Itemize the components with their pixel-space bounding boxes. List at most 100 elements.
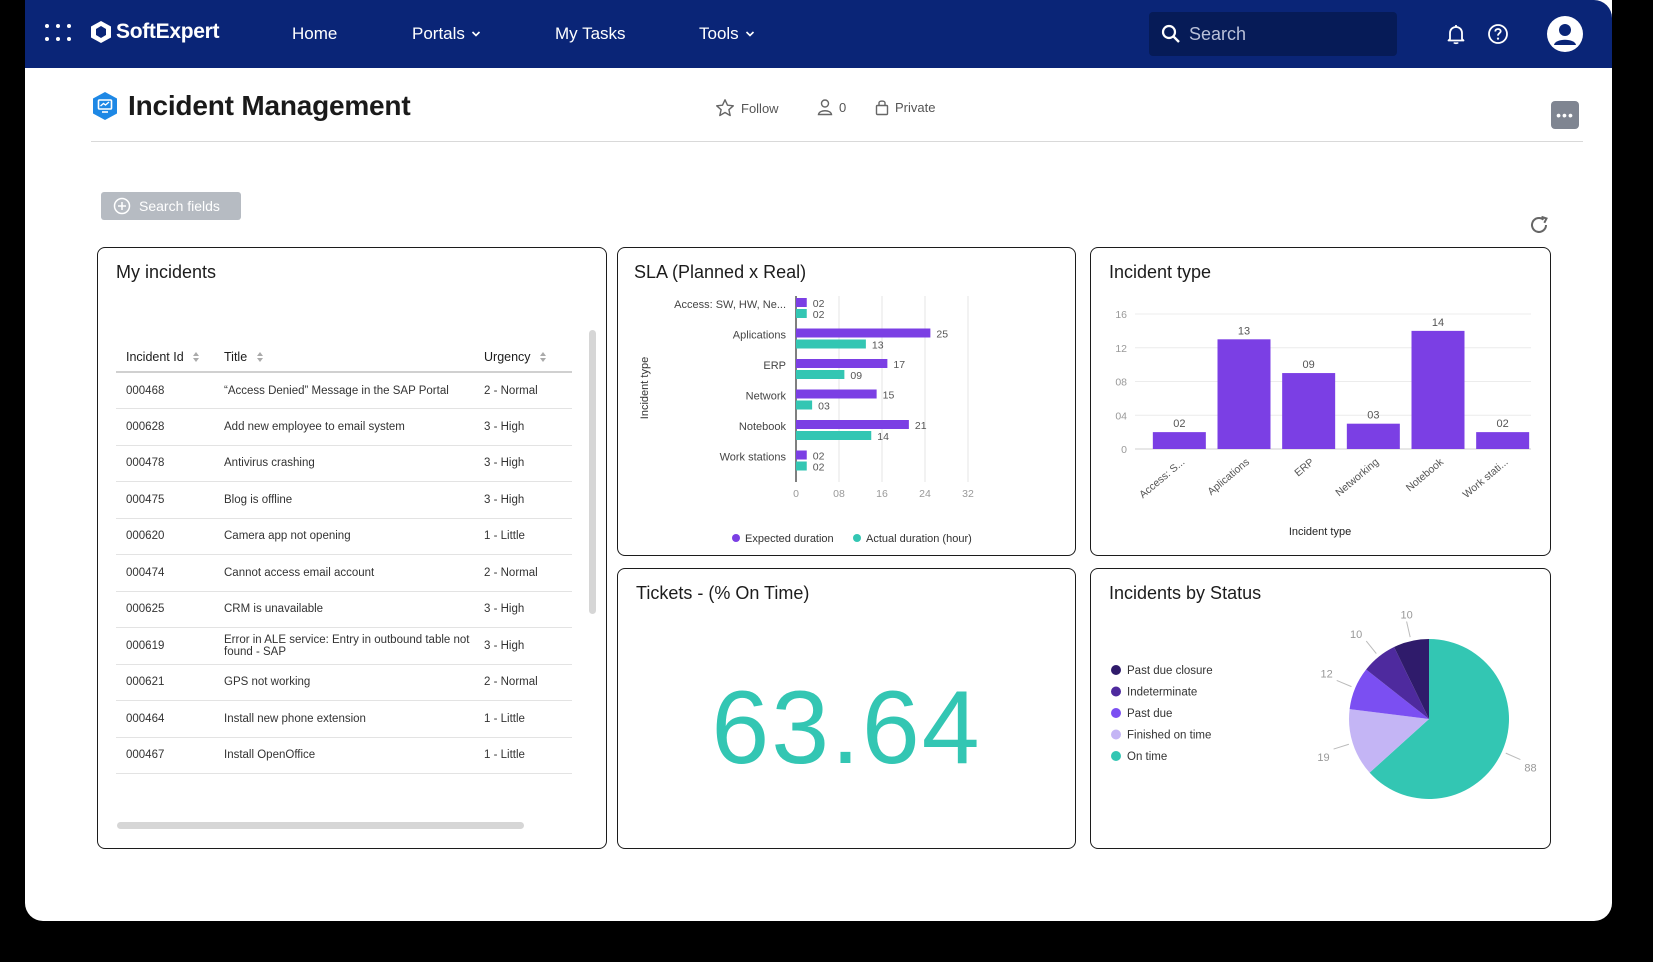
bar-actual [796,461,807,471]
bar-expected [796,298,807,307]
y-axis-title: Incident type [639,357,651,419]
column-header-urgency[interactable]: Urgency [484,342,572,373]
urgency-cell: 3 - High [484,408,572,446]
table-row[interactable]: 000478 Antivirus crashing 3 - High [116,445,572,482]
table-row[interactable]: 000467 Install OpenOffice 1 - Little [116,737,572,774]
incident-id-cell: 000475 [116,481,224,519]
bar-data-label: 25 [936,329,948,341]
bar-actual [796,431,872,440]
legend-marker [1111,686,1121,697]
x-category-label: Access: S... [1137,456,1187,501]
nav-tools[interactable]: Tools [699,24,755,44]
title-cell: Camera app not opening [224,518,484,555]
y-tick-label: 0 [1121,444,1127,456]
privacy-status[interactable]: Private [875,98,935,116]
followers-count-value: 0 [839,99,847,115]
y-tick-label: 04 [1115,410,1127,422]
star-icon [716,99,734,117]
title-cell: Blog is offline [224,481,484,519]
incidents-by-status-panel: Incidents by Status Past due closure Inde… [1090,568,1551,849]
table-row[interactable]: 000621 GPS not working 2 - Normal [116,664,572,701]
title-cell: Install OpenOffice [224,737,484,774]
legend-label: Expected duration [745,533,834,545]
bar-actual [796,339,866,349]
bar-actual [796,309,807,318]
follow-button[interactable]: Follow [715,98,779,118]
urgency-cell: 2 - Normal [484,554,572,592]
pie-data-label: 19 [1317,752,1329,764]
lock-icon [875,100,889,116]
pie-slice [1369,639,1509,799]
apps-grid-icon[interactable] [45,24,71,44]
incident-id-cell: 000619 [116,627,224,665]
title-cell: GPS not working [224,664,484,701]
legend-label: Actual duration (hour) [866,533,972,545]
sla-title: SLA (Planned x Real) [634,262,807,282]
incident-type-panel: Incident type 0 04 08 12 16 02 Access: S... 13 A… [1090,247,1551,556]
incident-id-cell: 000625 [116,591,224,628]
table-row[interactable]: 000625 CRM is unavailable 3 - High [116,591,572,628]
search-fields-button[interactable]: Search fields [101,192,241,220]
column-header-incident-id[interactable]: Incident Id [116,342,224,373]
sla-panel: SLA (Planned x Real) 0 08 16 24 32 Access: SW… [617,247,1076,556]
followers-count[interactable]: 0 [817,98,846,116]
pie-slice [1366,647,1429,719]
table-row[interactable]: 000620 Camera app not opening 1 - Little [116,518,572,555]
incident-id-cell: 000464 [116,700,224,738]
legend-label: On time [1127,751,1167,763]
horizontal-scrollbar[interactable] [117,822,524,829]
urgency-cell: 1 - Little [484,737,572,774]
x-tick-label: 0 [793,488,799,500]
nav-tools-label: Tools [699,24,739,43]
more-options-button[interactable]: ••• [1551,101,1579,129]
bar-data-label: 02 [813,462,825,474]
pie-data-label: 10 [1350,629,1362,641]
pie-leader-line [1336,680,1352,688]
tickets-panel: Tickets - (% On Time) 63.64 [617,568,1076,849]
refresh-icon[interactable] [1528,214,1550,236]
search-icon [1161,24,1180,43]
table-row[interactable]: 000475 Blog is offline 3 - High [116,481,572,519]
help-icon[interactable] [1486,22,1510,46]
y-category-label: Notebook [739,421,787,433]
chevron-down-icon [471,31,480,37]
column-header-title[interactable]: Title [224,342,484,373]
x-category-label: Aplications [1205,456,1252,498]
bar [1282,373,1336,449]
bar-actual [796,400,813,410]
table-row[interactable]: 000464 Install new phone extension 1 - Lit… [116,700,572,738]
nav-my-tasks[interactable]: My Tasks [555,24,626,44]
bar-data-label: 09 [1303,359,1315,371]
y-tick-label: 16 [1115,309,1127,321]
table-row[interactable]: 000474 Cannot access email account 2 - Nor… [116,554,572,592]
page-title: Incident Management [128,90,411,121]
bar-actual [796,370,845,379]
search-input[interactable] [1189,23,1389,45]
bell-icon[interactable] [1444,22,1468,46]
table-row[interactable]: 000619 Error in ALE service: Entry in out… [116,627,572,665]
bar-data-label: 14 [1432,317,1444,329]
x-category-label: Notebook [1404,456,1447,495]
table-row[interactable]: 000628 Add new employee to email system 3 … [116,408,572,446]
incident-type-chart: 0 04 08 12 16 02 Access: S... 13 Aplications 09 ER… [1115,309,1531,538]
bar [1152,432,1206,449]
incident-id-cell: 000468 [116,372,224,409]
nav-portals[interactable]: Portals [412,24,481,44]
chevron-down-icon [745,31,754,37]
user-avatar[interactable] [1547,16,1583,52]
table-row[interactable]: 000468 “Access Denied” Message in the SAP… [116,372,572,409]
urgency-cell: 2 - Normal [484,664,572,701]
pie-data-label: 88 [1524,763,1536,775]
vertical-scrollbar[interactable] [589,330,596,614]
privacy-label: Private [895,99,936,115]
my-incidents-panel: My incidents Incident Id Title Urgency [97,247,607,849]
bar-data-label: 03 [1367,410,1379,422]
bar-data-label: 02 [813,309,825,321]
bar-expected [796,389,877,399]
nav-home[interactable]: Home [292,24,337,44]
softexpert-logo-icon [91,21,111,43]
incident-id-cell: 000620 [116,518,224,555]
pie-leader-line [1406,621,1411,638]
brand-logo[interactable]: SoftExpert [89,20,219,44]
